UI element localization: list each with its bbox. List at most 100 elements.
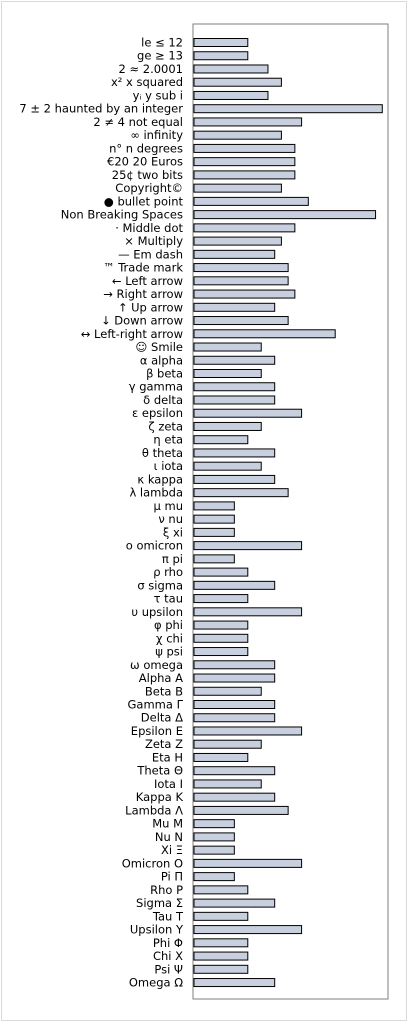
category-label: — Em dash [118,247,183,261]
bar [193,183,282,193]
bar [193,872,235,882]
bar [193,382,276,392]
bar [193,951,249,961]
category-label: Tau Τ [152,909,184,923]
bar [193,938,249,948]
category-label: ↑ Up arrow [118,300,183,314]
bar [193,130,282,140]
category-label: χ chi [156,631,183,645]
bar [193,170,296,180]
bar [193,329,336,339]
category-label: ο omicron [126,539,183,553]
category-label: x² x squared [111,75,183,89]
category-label: Theta Θ [136,764,183,778]
bar [193,858,303,868]
category-label: ε epsilon [132,406,183,420]
category-label: η eta [153,433,183,447]
bar [193,64,269,74]
bar [193,117,303,127]
bar [193,514,235,524]
category-label: Omicron Ο [122,856,183,870]
bar [193,289,296,299]
category-label: μ mu [154,499,183,513]
bar [193,673,276,683]
category-label: ↓ Down arrow [101,314,183,328]
bar [193,898,276,908]
category-label: le ≤ 12 [141,36,183,50]
bar [193,594,249,604]
category-label: €20 20 Euros [107,155,183,169]
bar [193,752,249,762]
category-label: yᵢ y sub i [133,88,183,102]
category-label: ρ rho [153,565,183,579]
category-label: Iota Ι [154,777,183,791]
category-label: ● bullet point [104,194,184,208]
category-label: ι iota [154,459,183,473]
bar [193,845,235,855]
bar [193,435,249,445]
category-label: α alpha [140,353,183,367]
category-label: ← Left arrow [112,274,183,288]
category-label: ω omega [130,658,183,672]
bar [193,911,249,921]
category-label: ↔ Left-right arrow [81,327,183,341]
category-label: Eta Η [152,750,183,764]
category-label: → Right arrow [103,287,183,301]
category-label: τ tau [154,592,183,606]
category-label: 25¢ two bits [112,168,183,182]
bar [193,541,303,551]
bar [193,832,235,842]
bar [193,885,249,895]
bar [193,633,249,643]
bar [193,223,296,233]
bar [193,342,262,352]
category-label: Lambda Λ [125,803,183,817]
bar [193,355,276,365]
bar [193,527,235,537]
bar [193,236,282,246]
bar [193,647,249,657]
bar [193,461,262,471]
plot-area-border [192,23,389,1000]
bar [193,620,249,630]
category-label: Non Breaking Spaces [61,208,183,222]
category-label: Sigma Σ [136,896,183,910]
category-label: κ kappa [137,472,183,486]
category-label: Rho Ρ [150,883,183,897]
bar [193,90,269,100]
bar [193,501,235,511]
bar [193,474,276,484]
bar [193,779,262,789]
category-label: Phi Φ [153,936,183,950]
bar [193,263,289,273]
category-label: ζ zeta [148,419,183,433]
bar [193,925,303,935]
category-label: Omega Ω [129,976,183,990]
bar [193,421,262,431]
category-label: λ lambda [129,486,183,500]
bar [193,700,276,709]
category-label: Chi Χ [153,949,183,963]
category-label: σ sigma [137,578,183,592]
bar [193,964,249,974]
category-label: Gamma Γ [128,698,184,712]
bar [193,488,289,498]
category-label: × Multiply [124,234,183,248]
category-label: ν nu [158,512,183,526]
bar [193,554,235,564]
bar [193,210,377,220]
category-label: Copyright© [115,181,183,195]
bar [193,143,296,153]
category-label: Upsilon Υ [130,923,184,937]
category-label: 2 ≈ 2.0001 [118,62,183,76]
bar [193,316,289,326]
bar [193,276,289,286]
bar [193,607,303,617]
bar [193,567,249,577]
category-label: Nu Ν [155,830,183,844]
bar [193,408,303,418]
category-label: Mu Μ [152,817,183,831]
category-label: π pi [162,552,183,566]
bar [193,369,262,378]
